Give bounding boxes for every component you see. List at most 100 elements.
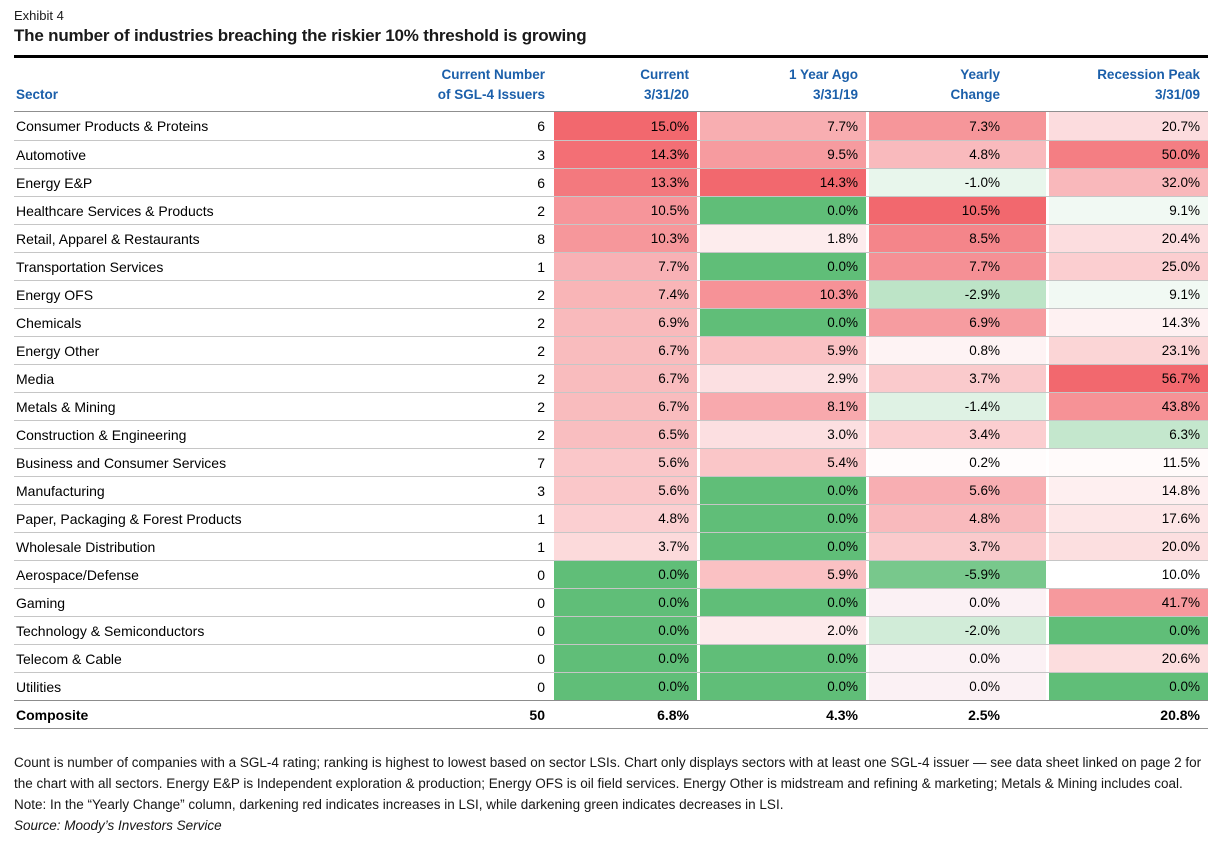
table-row: Energy E&P 6 13.3% 14.3% -1.0% 32.0%	[14, 168, 1208, 196]
current-lsi-cell: 0.0%	[551, 561, 697, 588]
year-ago-lsi-cell: 5.9%	[697, 337, 866, 364]
current-lsi-cell: 6.7%	[551, 365, 697, 392]
year-ago-lsi-cell: 9.5%	[697, 141, 866, 168]
table-row: Energy OFS 2 7.4% 10.3% -2.9% 9.1%	[14, 280, 1208, 308]
recession-peak-cell: 20.0%	[1046, 533, 1208, 560]
recession-peak-cell: 50.0%	[1046, 141, 1208, 168]
recession-peak-cell: 14.3%	[1046, 309, 1208, 336]
table-row: Gaming 0 0.0% 0.0% 0.0% 41.7%	[14, 588, 1208, 616]
issuer-count-cell: 2	[537, 426, 545, 443]
column-header-issuers: Current Number of SGL-4 Issuers	[437, 67, 545, 102]
table-row: Healthcare Services & Products 2 10.5% 0.0%…	[14, 196, 1208, 224]
year-ago-lsi-cell: 5.4%	[697, 449, 866, 476]
current-lsi-cell: 14.3%	[551, 141, 697, 168]
table-row: Media 2 6.7% 2.9% 3.7% 56.7%	[14, 364, 1208, 392]
table-row: Energy Other 2 6.7% 5.9% 0.8% 23.1%	[14, 336, 1208, 364]
year-ago-lsi-cell: 8.1%	[697, 393, 866, 420]
issuer-count-cell: 1	[537, 510, 545, 527]
recession-peak-cell: 6.3%	[1046, 421, 1208, 448]
current-lsi-cell: 4.8%	[551, 505, 697, 532]
issuer-count-cell: 2	[537, 342, 545, 359]
sector-cell: Business and Consumer Services	[16, 454, 227, 471]
column-header-year-ago: 1 Year Ago 3/31/19	[788, 67, 858, 102]
exhibit-label: Exhibit 4	[14, 8, 64, 23]
column-header-current: Current 3/31/20	[640, 67, 689, 102]
current-lsi-cell: 7.7%	[551, 253, 697, 280]
table-row: Technology & Semiconductors 0 0.0% 2.0% -2.0…	[14, 616, 1208, 644]
year-ago-lsi-cell: 1.8%	[697, 225, 866, 252]
yearly-change-cell: 8.5%	[866, 225, 1046, 252]
recession-peak-cell: 9.1%	[1046, 197, 1208, 224]
issuer-count-cell: 0	[537, 622, 545, 639]
year-ago-lsi-cell: 0.0%	[697, 533, 866, 560]
table-row: Consumer Products & Proteins 6 15.0% 7.7% 7.…	[14, 112, 1208, 140]
issuer-count-cell: 8	[537, 230, 545, 247]
column-header-sector: Sector	[16, 87, 59, 102]
table-row: Telecom & Cable 0 0.0% 0.0% 0.0% 20.6%	[14, 644, 1208, 672]
yearly-change-cell: 10.5%	[866, 197, 1046, 224]
table-row: Aerospace/Defense 0 0.0% 5.9% -5.9% 10.0%	[14, 560, 1208, 588]
recession-peak-cell: 20.4%	[1046, 225, 1208, 252]
composite-year-ago-lsi: 4.3%	[826, 706, 858, 723]
current-lsi-cell: 5.6%	[551, 477, 697, 504]
issuer-count-cell: 2	[537, 370, 545, 387]
sector-cell: Media	[16, 370, 55, 387]
recession-peak-cell: 23.1%	[1046, 337, 1208, 364]
yearly-change-cell: 0.0%	[866, 673, 1046, 700]
footnote: Count is number of companies with a SGL-…	[14, 755, 1202, 812]
sector-cell: Construction & Engineering	[16, 426, 187, 443]
table-row: Manufacturing 3 5.6% 0.0% 5.6% 14.8%	[14, 476, 1208, 504]
sector-cell: Automotive	[16, 146, 87, 163]
yearly-change-cell: -2.9%	[866, 281, 1046, 308]
sector-cell: Paper, Packaging & Forest Products	[16, 510, 242, 527]
recession-peak-cell: 0.0%	[1046, 617, 1208, 644]
yearly-change-cell: 7.3%	[866, 112, 1046, 140]
table-row: Metals & Mining 2 6.7% 8.1% -1.4% 43.8%	[14, 392, 1208, 420]
yearly-change-cell: -1.0%	[866, 169, 1046, 196]
issuer-count-cell: 0	[537, 566, 545, 583]
sector-cell: Transportation Services	[16, 258, 164, 275]
current-lsi-cell: 5.6%	[551, 449, 697, 476]
yearly-change-cell: 0.8%	[866, 337, 1046, 364]
year-ago-lsi-cell: 14.3%	[697, 169, 866, 196]
sector-cell: Aerospace/Defense	[16, 566, 139, 583]
year-ago-lsi-cell: 0.0%	[697, 589, 866, 616]
recession-peak-cell: 32.0%	[1046, 169, 1208, 196]
yearly-change-cell: 4.8%	[866, 505, 1046, 532]
table-row: Retail, Apparel & Restaurants 8 10.3% 1.8% 8…	[14, 224, 1208, 252]
yearly-change-cell: 5.6%	[866, 477, 1046, 504]
issuer-count-cell: 0	[537, 650, 545, 667]
recession-peak-cell: 25.0%	[1046, 253, 1208, 280]
page-title: The number of industries breaching the r…	[14, 26, 587, 45]
yearly-change-cell: -1.4%	[866, 393, 1046, 420]
current-lsi-cell: 6.7%	[551, 393, 697, 420]
recession-peak-cell: 20.7%	[1046, 112, 1208, 140]
year-ago-lsi-cell: 0.0%	[697, 505, 866, 532]
sector-cell: Consumer Products & Proteins	[16, 118, 209, 134]
year-ago-lsi-cell: 0.0%	[697, 645, 866, 672]
sector-cell: Energy E&P	[16, 174, 93, 191]
issuer-count-cell: 0	[537, 594, 545, 611]
table-row: Automotive 3 14.3% 9.5% 4.8% 50.0%	[14, 140, 1208, 168]
recession-peak-cell: 9.1%	[1046, 281, 1208, 308]
composite-row: Composite 50 6.8% 4.3% 2.5% 20.8%	[14, 700, 1208, 729]
composite-recession-peak: 20.8%	[1160, 706, 1200, 723]
column-header-recession-peak: Recession Peak 3/31/09	[1097, 67, 1200, 102]
issuer-count-cell: 0	[537, 678, 545, 695]
current-lsi-cell: 6.9%	[551, 309, 697, 336]
current-lsi-cell: 15.0%	[551, 112, 697, 140]
table-header-row: Sector Current Number of SGL-4 Issuers C…	[14, 58, 1208, 112]
yearly-change-cell: 7.7%	[866, 253, 1046, 280]
table-row: Business and Consumer Services 7 5.6% 5.4% 0…	[14, 448, 1208, 476]
yearly-change-cell: -5.9%	[866, 561, 1046, 588]
table-row: Chemicals 2 6.9% 0.0% 6.9% 14.3%	[14, 308, 1208, 336]
yearly-change-cell: 6.9%	[866, 309, 1046, 336]
sector-cell: Telecom & Cable	[16, 650, 122, 667]
issuer-count-cell: 3	[537, 482, 545, 499]
recession-peak-cell: 43.8%	[1046, 393, 1208, 420]
yearly-change-cell: 0.0%	[866, 645, 1046, 672]
sector-cell: Energy OFS	[16, 286, 94, 303]
yearly-change-cell: 3.7%	[866, 365, 1046, 392]
composite-label: Composite	[16, 706, 89, 723]
sector-cell: Manufacturing	[16, 482, 105, 499]
